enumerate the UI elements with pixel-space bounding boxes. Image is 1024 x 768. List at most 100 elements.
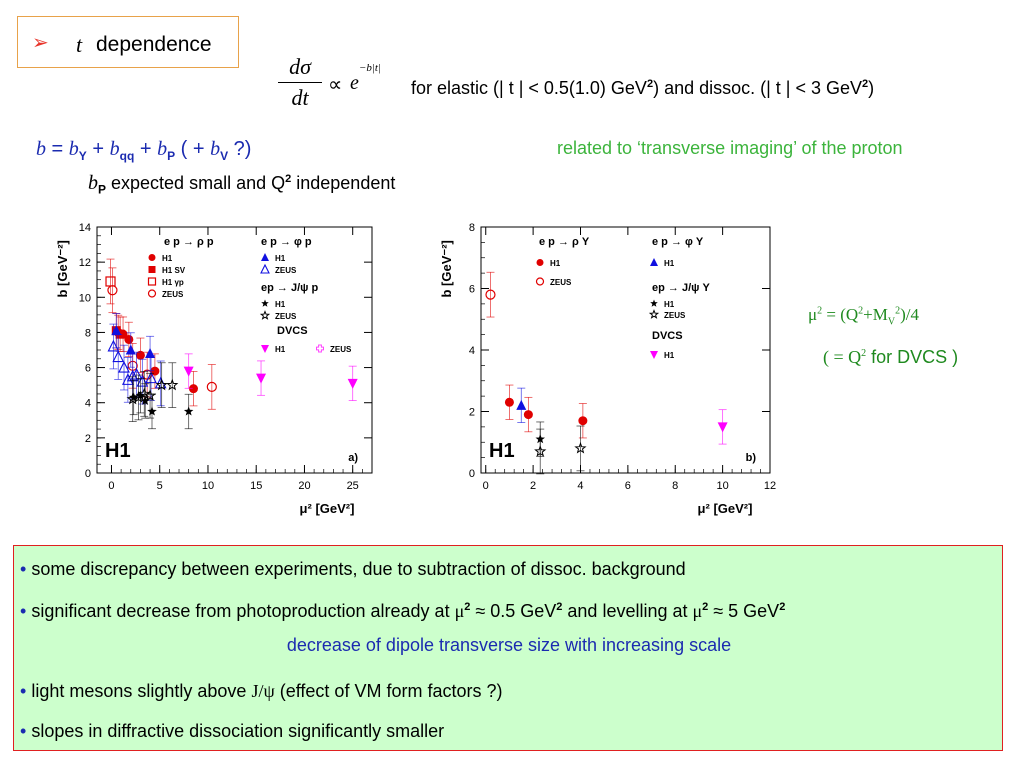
dipole-size-note: decrease of dipole transverse size with …: [286, 635, 732, 655]
panel-tag: a): [348, 452, 358, 464]
data-point-open-triangle: [118, 360, 130, 373]
plot-frame: [480, 226, 771, 474]
y-axis-label: b [GeV⁻²]: [439, 240, 454, 297]
legend-marker-open-cross: [316, 344, 324, 353]
cond-sup1: 2: [646, 78, 654, 90]
legend-label-h1: H1: [275, 345, 286, 354]
legend-marker-filled-down-triangle: [650, 351, 658, 359]
legend-header-e-p-p: e p → φ p: [261, 236, 312, 248]
data-point-open-star: [166, 378, 179, 391]
cond-part3: ): [868, 78, 875, 98]
mu-end: )/4: [900, 305, 919, 324]
legend-header-e-p-y: e p → ρ Y: [539, 236, 590, 248]
legend-header-dvcs: DVCS: [277, 325, 308, 337]
bp-symbol: b: [88, 172, 98, 194]
bullet-2-text-b: ≈ 0.5 GeV: [470, 601, 557, 621]
bullet-dot: •: [20, 681, 27, 701]
y-axis-label: b [GeV⁻²]: [55, 240, 70, 297]
bullet-4-text: slopes in diffractive dissociation signi…: [31, 721, 445, 741]
h1-logo: H1: [105, 440, 131, 462]
exp-power: −b|t|: [358, 62, 381, 75]
y-tick-label: 12: [79, 257, 91, 269]
data-point-filled-star: [135, 390, 146, 400]
paren-open: ( +: [175, 138, 211, 160]
b-qq-sub: qq: [119, 149, 135, 163]
x-tick-label: 12: [764, 480, 776, 492]
bullet-dot: •: [20, 721, 27, 741]
bullet-2-sup1: 2: [464, 601, 471, 613]
dvcs-scale-note: ( = Q2 for DVCS ): [823, 347, 958, 368]
legend-label-h1-sv: H1 SV: [162, 266, 186, 275]
exponential-term: e−b|t|: [350, 62, 381, 95]
summary-bullet-1: • some discrepancy between experiments, …: [20, 559, 686, 580]
bullet-dot: •: [20, 601, 27, 621]
summary-bullet-3: • light mesons slightly above J/ψ (effec…: [20, 681, 502, 702]
legend-label-h1: H1: [664, 351, 675, 360]
y-tick-label: 4: [85, 398, 91, 410]
summary-box: • some discrepancy between experiments, …: [13, 545, 1003, 751]
legend-marker-open-square: [147, 277, 157, 286]
mu-m-sub: V: [887, 316, 896, 328]
slide-title: dependence: [96, 33, 212, 56]
data-point-open-triangle: [107, 339, 120, 352]
bullet-2-text-a: significant decrease from photoproductio…: [31, 601, 455, 621]
x-tick-label: 4: [577, 480, 583, 492]
fraction-denominator: dt: [291, 85, 309, 110]
y-tick-label: 2: [469, 407, 475, 419]
legend-marker-open-triangle: [260, 263, 270, 274]
data-point-open-star: [574, 441, 587, 454]
legend-header-e-p-p: e p → ρ p: [164, 236, 214, 248]
data-points: [485, 271, 728, 475]
y-tick-label: 0: [469, 468, 475, 480]
x-tick-label: 10: [202, 480, 214, 492]
b-y-symbol: b: [68, 138, 79, 160]
legend-marker-open-star: [259, 310, 271, 320]
data-point-open-circle: [107, 285, 118, 296]
bullet-arrow-icon: ➢: [32, 32, 49, 54]
legend-label-zeus: ZEUS: [664, 311, 686, 320]
chart-b: 0 2 4 6 8 0 2 4 6 8 10 12 b [GeV⁻²] μ² [GeV²] H1 b) e p …: [439, 222, 776, 516]
data-point-filled-triangle: [516, 399, 527, 410]
bullet-2-mu1: μ: [454, 601, 465, 621]
legend-marker-filled-star: [261, 299, 269, 307]
eq-sign: =: [46, 138, 69, 160]
mu-squared-definition: μ2 = (Q2+MV2)/4: [808, 305, 919, 327]
data-point-filled-down-triangle: [256, 373, 267, 384]
bullet-1-text: some discrepancy between experiments, du…: [31, 559, 686, 579]
data-point-open-triangle: [145, 371, 157, 384]
data-point-filled-circle: [135, 350, 145, 360]
fraction-bar: [278, 82, 322, 83]
data-point-open-star: [534, 445, 547, 457]
chart-a: 0 2 4 6 8 10 12 14 0 5 10 15 20 25 b [GeV⁻²] μ² [GeV²] H…: [55, 222, 373, 516]
x-tick-label: 2: [530, 480, 536, 492]
title-variable: t: [76, 32, 83, 57]
legend-label-zeus: ZEUS: [275, 312, 297, 321]
exp-base: e: [350, 72, 359, 94]
x-tick-label: 25: [347, 480, 359, 492]
plus-2: +: [134, 138, 158, 160]
x-tick-label: 15: [250, 480, 262, 492]
x-axis-label: μ² [GeV²]: [698, 501, 753, 516]
data-point-filled-down-triangle: [717, 422, 728, 433]
y-tick-label: 2: [85, 433, 91, 445]
legend-label-h1: H1: [664, 300, 675, 309]
data-point-filled-down-triangle: [183, 366, 194, 377]
dvcs-a: ( = Q: [823, 347, 862, 367]
y-tick-label: 10: [79, 292, 91, 304]
t-range-conditions: for elastic (| t | < 0.5(1.0) GeV2) and …: [411, 78, 874, 99]
legend-label-h1: H1: [550, 259, 561, 268]
data-point-open-circle: [485, 289, 496, 300]
b-p-sub: P: [167, 149, 176, 163]
bullet-2-sup4: 2: [779, 601, 786, 613]
x-tick-label: 10: [716, 480, 728, 492]
b-v-symbol: b: [210, 138, 221, 160]
b-p-symbol: b: [157, 138, 168, 160]
h1-logo: H1: [489, 440, 515, 462]
legend: e p → ρ Y e p → φ Y ep → J/ψ Y DVCS H1 ZEUS H1…: [535, 236, 710, 360]
data-point-filled-circle: [188, 384, 198, 394]
panel-tag: b): [746, 452, 757, 464]
legend: e p → ρ p e p → φ p ep → J/ψ p DVCS H1 H1 SV H…: [147, 236, 352, 354]
fraction-numerator: dσ: [289, 54, 311, 79]
data-point-open-triangle: [130, 367, 143, 380]
bp-sub: P: [98, 182, 107, 197]
